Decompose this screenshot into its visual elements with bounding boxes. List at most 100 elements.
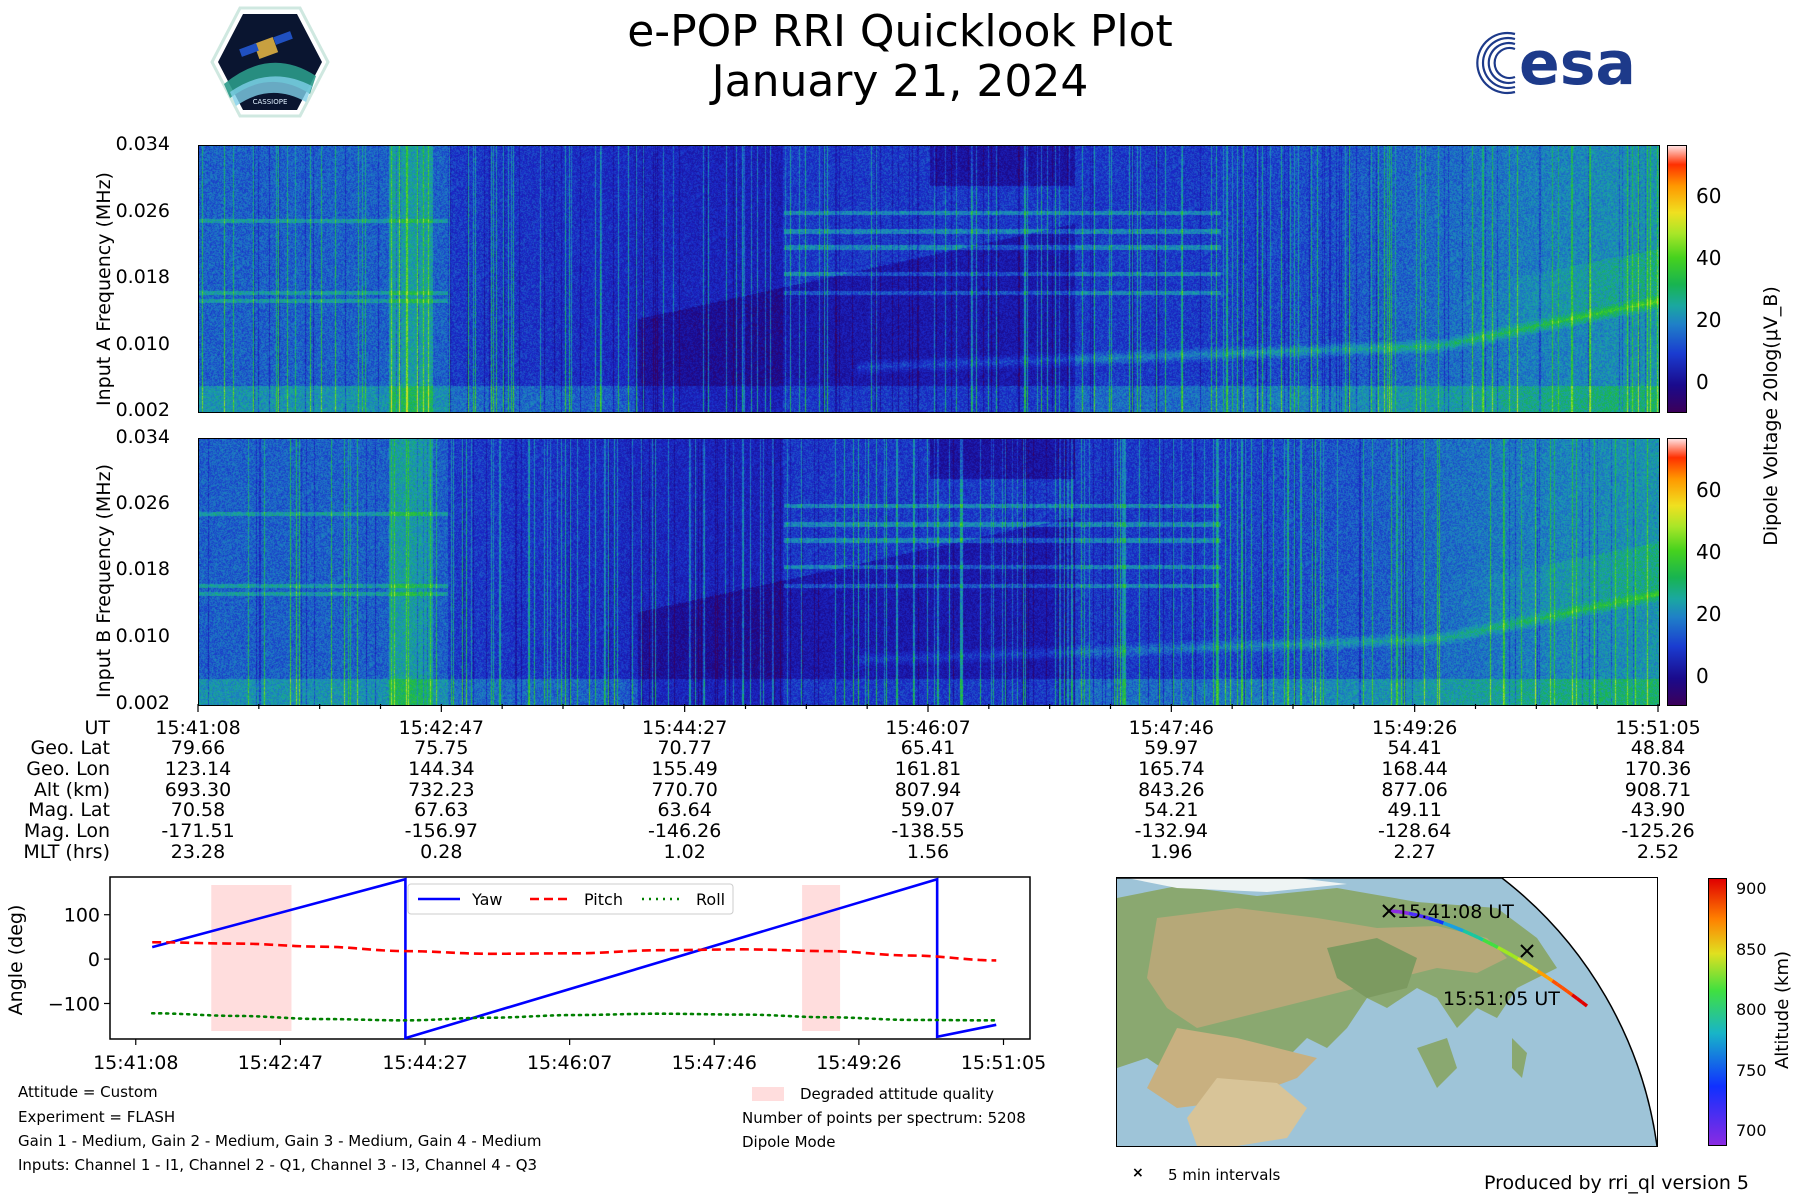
orbit-segment [1408,911,1415,917]
ytick: 0.010 [115,625,170,647]
ephemeris-cell: 732.23 [408,779,475,801]
attitude-ylabel: Angle (deg) [5,905,27,1016]
ephemeris-cell: 67.63 [414,799,469,821]
ephemeris-cell: 15:44:27 [641,717,728,739]
orbit-segment [1566,989,1574,997]
orbit-segment [1506,951,1514,958]
orbit-segment [1452,925,1459,931]
colorbar-a [1667,145,1687,413]
ephemeris-cell: -128.64 [1377,820,1452,842]
orbit-segment [1447,923,1454,929]
info-attitude: Attitude = Custom [18,1083,158,1101]
ephemeris-cell: 15:42:47 [398,717,484,739]
orbit-end-label: 15:51:05 UT [1443,988,1560,1010]
ephemeris-cell: 170.36 [1624,758,1692,780]
orbit-segment [1457,927,1464,933]
cbar-tick: 800 [1736,1000,1767,1019]
cbar-tick: 40 [1696,540,1722,564]
orbit-segment [1482,938,1489,944]
ephemeris-cell: 168.44 [1381,758,1448,780]
orbit-segment [1418,913,1425,919]
cbar-tick: 60 [1696,184,1722,208]
orbit-segment [1531,966,1539,973]
ytick: 0.026 [115,200,170,222]
cbar-tick: 900 [1736,879,1767,898]
legend-label: Roll [696,890,725,909]
ephemeris-cell: -171.51 [161,820,235,842]
ephemeris-cell: 15:47:46 [1128,717,1214,739]
attitude-plot-area: 100 0 −100 15:41:08 15:42:47 15:44:27 15:46:07… [48,876,1046,1074]
eph-label-ut: UT [84,717,110,739]
orbit-segment [1423,915,1430,920]
ephemeris-cell: 807.94 [894,779,962,801]
orbit-segment [1546,976,1554,983]
cassiope-logo: CASSIOPE [210,6,330,118]
spectrogram-b-canvas [199,439,1659,705]
info-gains: Gain 1 - Medium, Gain 2 - Medium, Gain 3… [18,1132,542,1150]
footer-credit: Produced by rri_ql version 5 [1484,1172,1749,1194]
ephemeris-cell: 70.77 [657,737,712,759]
ephemeris-cell: 155.49 [651,758,718,780]
interval-marker-icon: × [1132,1165,1144,1181]
orbit-segment [1576,997,1584,1004]
ephemeris-cell: 770.70 [651,779,718,801]
ephemeris-cell: 1.96 [1150,841,1193,863]
orbit-segment [1398,910,1405,915]
legend-box [407,883,734,915]
cbar-tick: 850 [1736,940,1767,959]
orbit-segment [1511,954,1519,961]
ephemeris-cell: 54.21 [1144,799,1199,821]
eph-label-geolon: Geo. Lon [26,758,110,780]
ephemeris-cell: 0.28 [420,841,463,863]
colorbar-label-text: Dipole Voltage 20log(μV_B) [1760,286,1782,546]
altitude-colorbar [1708,878,1727,1146]
esa-logo-text: esa [1519,29,1636,98]
ytick: 0.002 [115,399,170,421]
orbit-segment [1428,916,1435,922]
ephemeris-cell: 1.56 [906,841,950,863]
ephemeris-cell: 65.41 [900,737,956,759]
orbit-segment [1580,1000,1589,1008]
degraded-swatch [752,1087,784,1101]
orbit-segment [1541,972,1549,979]
cbar-tick: 0 [1696,664,1709,688]
orbit-segment [1442,921,1449,927]
orbit-segment [1487,940,1494,947]
x-tick-label: 15:44:27 [382,1052,467,1074]
ephemeris-cell: 843.26 [1138,779,1205,801]
ephemeris-cell: 48.84 [1630,737,1686,759]
ephemeris-cell: 79.66 [170,737,226,759]
ytick: 0.018 [115,558,170,580]
orbit-map-svg: 15:41:08 UT 15:51:05 UT [1117,878,1657,1146]
altitude-colorbar-label: Altitude (km) [1772,951,1793,1069]
orbit-segment [1477,935,1484,942]
interval-marker-label: 5 min intervals [1168,1166,1281,1184]
orbit-marker-mid [1520,944,1534,958]
orbit-segment [1551,979,1559,986]
eph-label-geolat: Geo. Lat [30,737,110,759]
esa-logo: esa [1476,29,1636,98]
ephemeris-cell: 908.71 [1624,779,1692,801]
cassiope-logo-text: CASSIOPE [253,98,288,106]
y-tick-label: −100 [48,993,100,1015]
orbit-track [1388,909,1589,1008]
orbit-segment [1561,986,1569,993]
altitude-label-text: Altitude (km) [1772,951,1793,1069]
attitude-legend: Yaw Pitch Roll [407,883,734,915]
ephemeris-cell: 15:49:26 [1371,717,1458,739]
spectrogram-a-canvas [199,146,1659,412]
ytick: 0.034 [115,426,170,448]
info-experiment: Experiment = FLASH [18,1108,176,1126]
colorbar-label: Dipole Voltage 20log(μV_B) [1760,286,1782,546]
eph-label-maglat: Mag. Lat [28,799,110,821]
ephemeris-cell: 877.06 [1381,779,1448,801]
orbit-segment [1393,909,1400,914]
cbar-tick: 40 [1696,246,1722,270]
x-tick-label: 15:46:07 [527,1052,612,1074]
attitude-chart: Angle (deg) 100 0 −100 15:41:08 15:42:47 15:4… [5,876,1046,1074]
x-tick-label: 15:51:05 [961,1052,1046,1074]
spectrogram-b [198,438,1660,706]
ephemeris-cell: 1.02 [663,841,706,863]
ytick: 0.034 [115,133,170,155]
degraded-region [211,885,292,1031]
